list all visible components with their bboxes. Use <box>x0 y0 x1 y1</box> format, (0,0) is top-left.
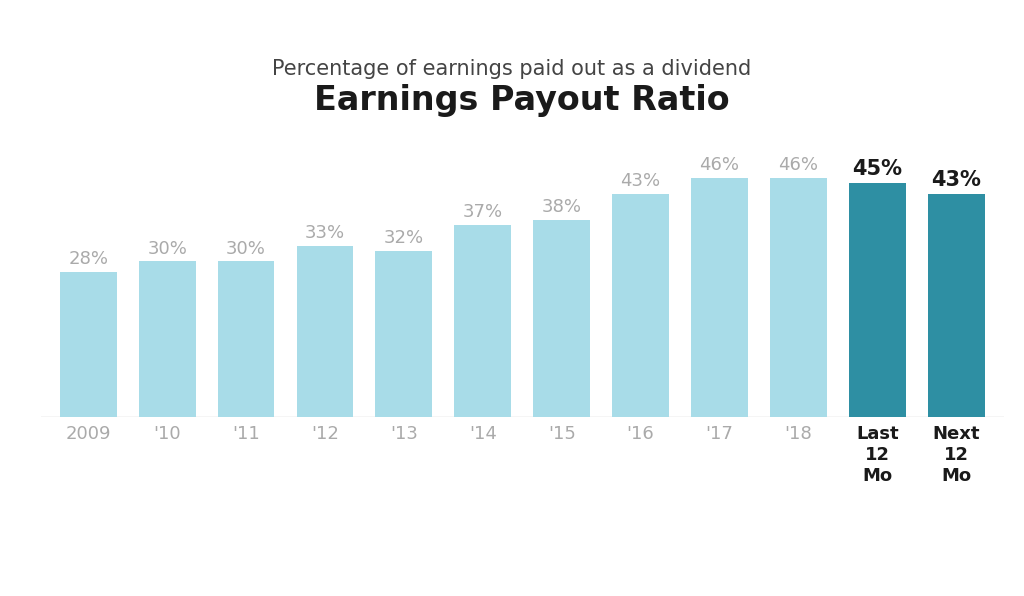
Text: 38%: 38% <box>542 198 582 216</box>
Bar <box>928 194 985 417</box>
Text: '12: '12 <box>311 425 339 443</box>
Text: 37%: 37% <box>463 203 503 221</box>
Bar <box>59 272 117 417</box>
Text: Percentage of earnings paid out as a dividend: Percentage of earnings paid out as a div… <box>272 58 752 79</box>
Text: '15: '15 <box>548 425 575 443</box>
Bar <box>691 178 748 417</box>
Text: Last
12
Mo: Last 12 Mo <box>856 425 899 485</box>
Bar <box>534 219 590 417</box>
Bar <box>376 251 432 417</box>
Bar <box>218 261 274 417</box>
Bar <box>455 225 511 417</box>
Text: 30%: 30% <box>226 240 266 257</box>
Bar <box>297 246 353 417</box>
Text: Next
12
Mo: Next 12 Mo <box>933 425 980 485</box>
Text: 2009: 2009 <box>66 425 111 443</box>
Bar <box>139 261 196 417</box>
Title: Earnings Payout Ratio: Earnings Payout Ratio <box>314 84 730 117</box>
Text: 30%: 30% <box>147 240 187 257</box>
Text: '11: '11 <box>232 425 260 443</box>
Text: 46%: 46% <box>778 156 818 174</box>
Text: '14: '14 <box>469 425 497 443</box>
Text: 45%: 45% <box>852 160 902 179</box>
Text: '13: '13 <box>390 425 418 443</box>
Text: 43%: 43% <box>621 172 660 190</box>
Text: 32%: 32% <box>384 229 424 247</box>
Text: '10: '10 <box>154 425 181 443</box>
Text: 46%: 46% <box>699 156 739 174</box>
Text: '16: '16 <box>627 425 654 443</box>
Bar <box>770 178 826 417</box>
Text: '18: '18 <box>784 425 812 443</box>
Bar <box>849 183 905 417</box>
Text: 28%: 28% <box>69 250 109 268</box>
Text: 33%: 33% <box>305 224 345 242</box>
Text: '17: '17 <box>706 425 733 443</box>
Text: 43%: 43% <box>931 170 981 190</box>
Bar <box>612 194 669 417</box>
